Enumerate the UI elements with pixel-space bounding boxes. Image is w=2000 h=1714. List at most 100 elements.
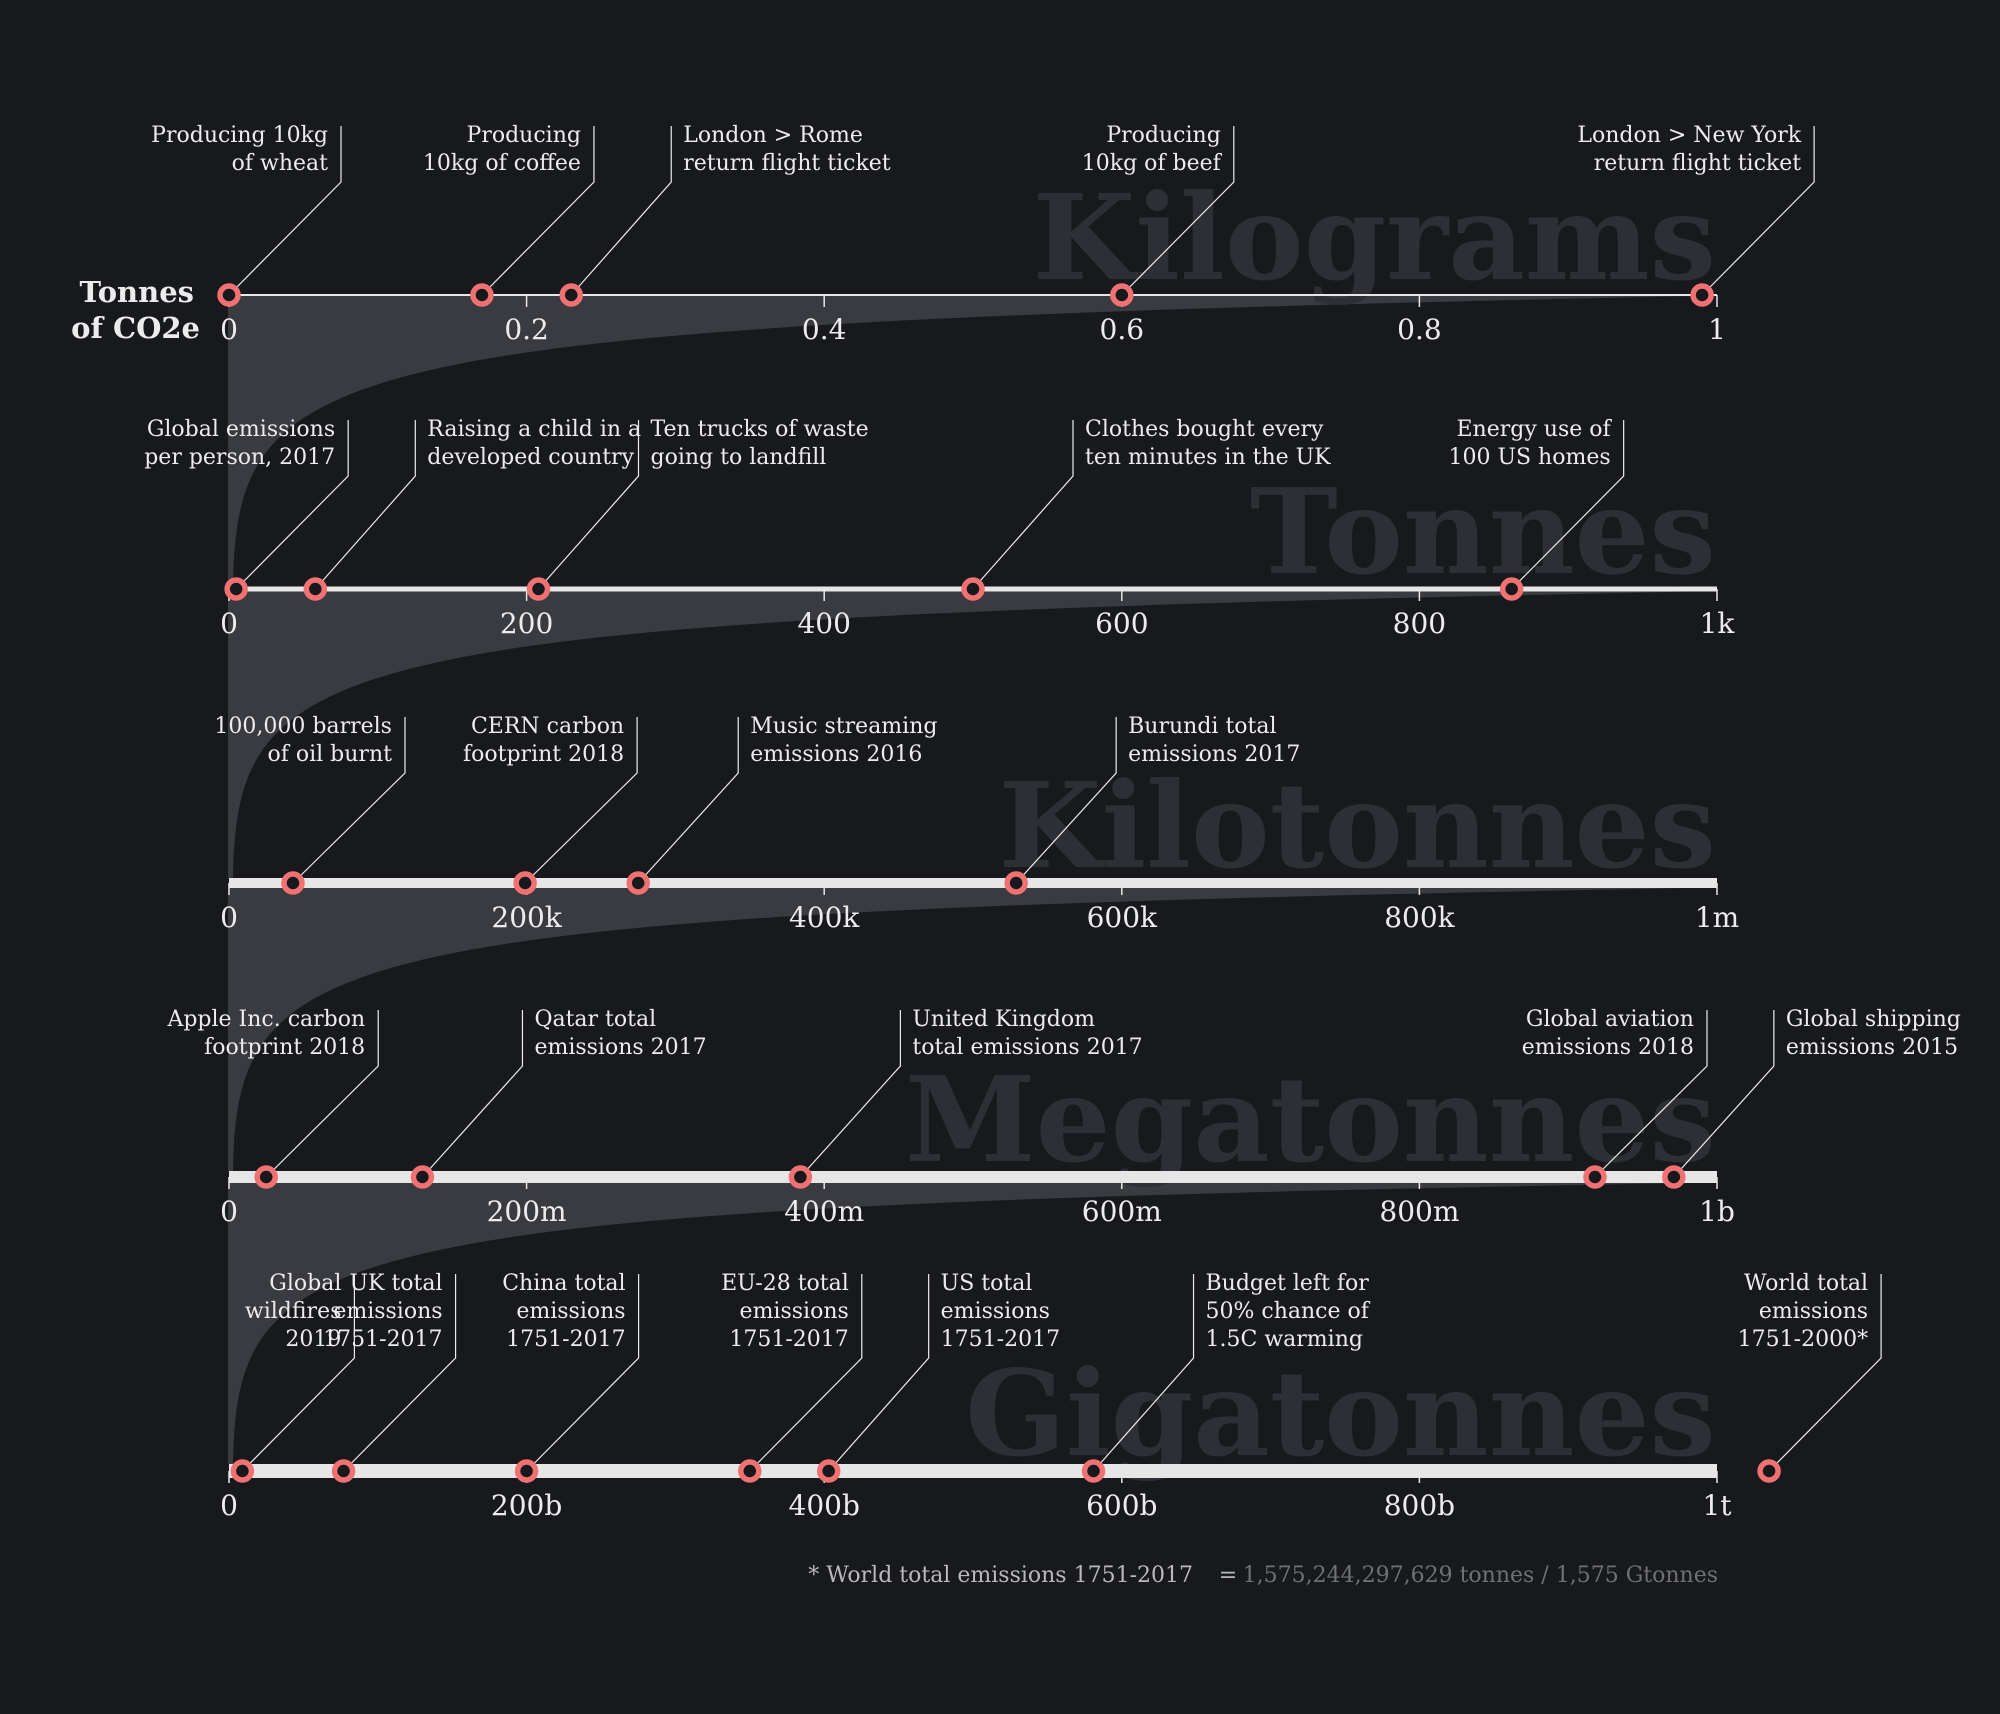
data-point-eu-28-total-emissions-1751-2017: EU-28 total emissions 1751-2017	[721, 1271, 863, 1483]
point-label: emissions 2018	[1522, 1035, 1694, 1060]
data-point-china-total-emissions-1751-2017: China total emissions 1751-2017	[502, 1271, 640, 1483]
data-point-world-total-emissions-1751-2000: World total emissions 1751-2000*	[1738, 1271, 1882, 1483]
point-marker	[514, 1459, 539, 1483]
point-label: going to landfill	[651, 445, 827, 470]
point-label: 1751-2017	[506, 1327, 625, 1352]
leader-line	[241, 1274, 355, 1472]
footnote-label: * World total emissions 1751-2017	[808, 1563, 1193, 1588]
leader-line	[1511, 420, 1625, 590]
point-label: Global	[269, 1271, 341, 1296]
leader-line	[1093, 1274, 1195, 1472]
leader-line	[526, 1274, 640, 1472]
point-label: emissions 2015	[1786, 1035, 1958, 1060]
leader-line	[1015, 717, 1117, 884]
leader-line	[524, 717, 638, 884]
point-label: Clothes bought every	[1085, 417, 1324, 442]
scale-word-kilotonnes: Kilotonnes	[999, 756, 1716, 895]
point-label: Burundi total	[1128, 714, 1276, 739]
scale-word-tonnes: Tonnes	[1250, 462, 1716, 601]
data-point-clothes-bought-every-ten-minutes-in-the-uk: Clothes bought every ten minutes in the U…	[961, 417, 1331, 601]
point-marker	[410, 1165, 435, 1189]
tick-label: 0	[220, 1489, 238, 1522]
leader-line	[235, 420, 349, 590]
point-label: London > Rome	[683, 123, 863, 148]
point-label: emissions	[516, 1299, 625, 1324]
point-marker	[526, 577, 551, 601]
point-label: London > New York	[1577, 123, 1801, 148]
data-point-global-shipping-emissions-2015: Global shipping emissions 2015	[1662, 1007, 1961, 1189]
tick-label: 0.8	[1397, 313, 1442, 346]
point-label: of oil burnt	[267, 742, 392, 767]
leader-line	[228, 126, 342, 296]
point-label: Producing	[1106, 123, 1220, 148]
tick-label: 600m	[1082, 1195, 1162, 1228]
leader-line	[343, 1274, 457, 1472]
tick-label: 200	[500, 607, 553, 640]
data-point-raising-a-child-in-a-developed-country: Raising a child in a developed country	[303, 417, 641, 601]
tick-label: 800b	[1384, 1489, 1455, 1522]
tick-label: 800m	[1379, 1195, 1459, 1228]
point-marker	[961, 577, 985, 601]
data-point-qatar-total-emissions-2017: Qatar total emissions 2017	[410, 1007, 707, 1189]
tick-label: 400k	[789, 901, 860, 934]
point-label: Producing	[467, 123, 581, 148]
point-marker	[559, 283, 583, 307]
leader-line	[314, 420, 416, 590]
leader-line	[570, 126, 672, 296]
point-label: EU-28 total	[721, 1271, 849, 1296]
point-label: ten minutes in the UK	[1085, 445, 1331, 470]
point-marker	[1499, 577, 1524, 601]
funnel-3	[228, 883, 1717, 1171]
point-label: 1.5C warming	[1206, 1327, 1363, 1352]
leader-line	[1701, 126, 1815, 296]
data-point-london-new-york-return-flight-ticket: London > New York return flight ticket	[1577, 123, 1815, 307]
leader-line	[799, 1010, 901, 1178]
leader-line	[749, 1274, 863, 1472]
leader-line	[292, 717, 406, 884]
point-label: Producing 10kg	[151, 123, 328, 148]
tick-label: 0	[220, 313, 238, 346]
funnel-4	[228, 1177, 1717, 1464]
leader-line	[828, 1274, 930, 1472]
leader-line	[538, 420, 640, 590]
point-label: 1751-2017	[941, 1327, 1060, 1352]
point-label: Ten trucks of waste	[651, 417, 869, 442]
point-marker	[1583, 1165, 1607, 1189]
funnel-1	[228, 295, 1717, 587]
tick-label: 800	[1393, 607, 1446, 640]
leader-line	[1673, 1010, 1775, 1178]
tick-label: 0	[220, 901, 238, 934]
tick-label: 0.6	[1100, 313, 1145, 346]
tick-label: 1k	[1700, 607, 1736, 640]
unit-label-line-2: of CO2e	[71, 311, 200, 345]
unit-label-line-1: Tonnes	[79, 275, 194, 309]
point-label: Global shipping	[1786, 1007, 1961, 1032]
point-marker	[1662, 1165, 1686, 1189]
footnote-equals: =	[1219, 1563, 1237, 1588]
scale-word-layer: Kilograms Tonnes Kilotonnes Megatonnes Gigat…	[905, 168, 1716, 1483]
point-marker	[217, 283, 241, 307]
tick-label: 200m	[487, 1195, 567, 1228]
leader-line	[972, 420, 1074, 590]
scale-word-kilograms: Kilograms	[1033, 168, 1716, 307]
point-label: Global aviation	[1526, 1007, 1694, 1032]
point-label: 100 US homes	[1448, 445, 1610, 470]
point-label: footprint 2018	[463, 742, 624, 767]
scale-kilotonnes: 0 200k 400k 600k 800k 1m 100,000 barrels of oil…	[214, 714, 1739, 934]
leader-line	[481, 126, 595, 296]
scale-tonnes: 0 200 400 600 800 1k Global emissions per perso…	[144, 417, 1735, 640]
data-point-producing-10kg-of-wheat: Producing 10kg of wheat	[151, 123, 342, 307]
point-marker	[1690, 283, 1714, 307]
leader-line	[1594, 1010, 1708, 1178]
point-label: 10kg of coffee	[423, 151, 581, 176]
leader-line	[421, 1010, 524, 1178]
leader-line	[1768, 1274, 1882, 1472]
point-label: emissions	[941, 1299, 1050, 1324]
point-label: Raising a child in a	[427, 417, 641, 442]
point-label: Qatar total	[534, 1007, 656, 1032]
point-label: 10kg of beef	[1082, 151, 1223, 176]
point-marker	[331, 1459, 356, 1483]
